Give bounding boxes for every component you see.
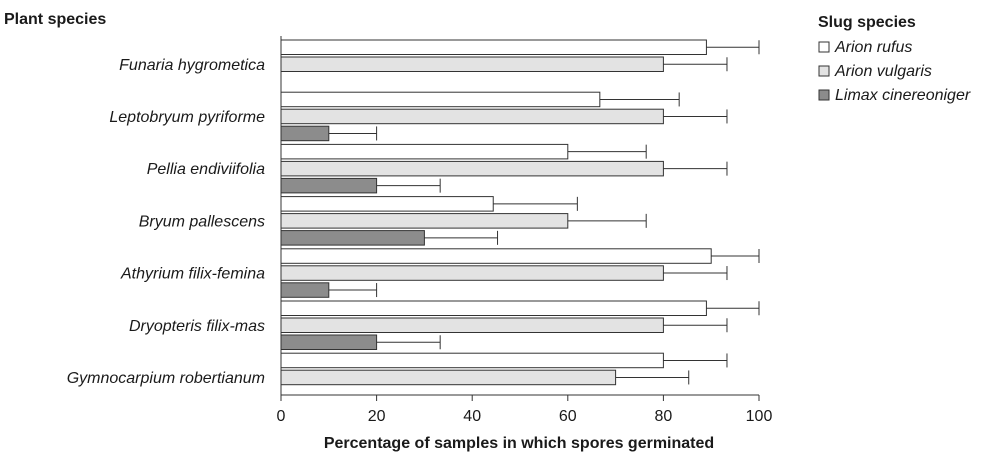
category-label-leptobryum-pyriforme: Leptobryum pyriforme (109, 109, 265, 126)
error-bar-arion-vulgaris-funaria-hygrometica (663, 57, 728, 72)
error-bar-limax-cinereoniger-leptobryum-pyriforme (328, 126, 378, 141)
bar-arion-vulgaris-gymnocarpium-robertianum (280, 369, 617, 386)
x-tick-label-20: 20 (368, 408, 386, 425)
error-bar-arion-vulgaris-dryopteris-filix-mas (663, 318, 728, 333)
legend-swatch-limax-cinereoniger (818, 89, 830, 101)
bar-arion-rufus-athyrium-filix-femina (280, 248, 712, 264)
error-bar-arion-rufus-dryopteris-filix-mas (706, 301, 760, 316)
bar-limax-cinereoniger-bryum-pallescens (280, 230, 425, 246)
error-bars-layer (328, 40, 760, 385)
error-bar-arion-rufus-funaria-hygrometica (706, 40, 760, 55)
bar-limax-cinereoniger-pellia-endiviifolia (280, 177, 378, 194)
bar-arion-rufus-pellia-endiviifolia (280, 143, 569, 160)
bar-arion-vulgaris-pellia-endiviifolia (280, 160, 664, 177)
bar-arion-vulgaris-dryopteris-filix-mas (280, 317, 664, 333)
error-bar-arion-vulgaris-bryum-pallescens (567, 213, 647, 228)
axes-layer (280, 36, 760, 401)
category-label-funaria-hygrometica: Funaria hygrometica (119, 57, 265, 74)
error-bar-arion-vulgaris-athyrium-filix-femina (663, 266, 728, 281)
category-label-dryopteris-filix-mas: Dryopteris filix-mas (129, 318, 265, 335)
x-tick-label-0: 0 (277, 408, 286, 425)
legend-label-limax-cinereoniger: Limax cinereoniger (835, 87, 971, 104)
error-bar-arion-rufus-bryum-pallescens (493, 196, 578, 211)
legend-swatch-arion-rufus (818, 41, 830, 53)
error-bar-limax-cinereoniger-pellia-endiviifolia (376, 178, 441, 193)
error-bar-arion-vulgaris-pellia-endiviifolia (663, 161, 728, 176)
y-axis-title: Plant species (4, 11, 106, 28)
error-bar-arion-rufus-pellia-endiviifolia (567, 144, 647, 159)
error-bar-arion-vulgaris-leptobryum-pyriforme (663, 109, 728, 124)
bar-arion-vulgaris-bryum-pallescens (280, 213, 569, 229)
error-bar-limax-cinereoniger-bryum-pallescens (424, 230, 499, 245)
error-bar-arion-rufus-athyrium-filix-femina (711, 249, 760, 264)
error-bar-arion-rufus-leptobryum-pyriforme (599, 92, 680, 107)
error-bar-arion-rufus-gymnocarpium-robertianum (663, 353, 728, 368)
x-tick-labels: 0 20 40 60 80 100 (277, 408, 773, 425)
category-label-pellia-endiviifolia: Pellia endiviifolia (147, 161, 265, 178)
bars-layer (280, 39, 712, 386)
bar-arion-vulgaris-athyrium-filix-femina (280, 265, 664, 281)
legend-label-arion-vulgaris: Arion vulgaris (834, 63, 932, 80)
legend-label-arion-rufus: Arion rufus (834, 39, 912, 56)
bar-limax-cinereoniger-leptobryum-pyriforme (280, 125, 330, 142)
legend-swatch-arion-vulgaris (818, 65, 830, 77)
error-bar-arion-vulgaris-gymnocarpium-robertianum (615, 370, 690, 385)
category-label-bryum-pallescens: Bryum pallescens (139, 213, 265, 230)
bar-arion-rufus-gymnocarpium-robertianum (280, 352, 664, 369)
bar-arion-vulgaris-leptobryum-pyriforme (280, 108, 664, 125)
x-axis-title: Percentage of samples in which spores ge… (324, 435, 714, 452)
bar-arion-rufus-bryum-pallescens (280, 196, 494, 212)
category-labels: Funaria hygrometica Leptobryum pyriforme P… (67, 57, 265, 387)
bar-limax-cinereoniger-athyrium-filix-femina (280, 282, 330, 298)
x-tick-label-80: 80 (655, 408, 673, 425)
x-tick-label-60: 60 (559, 408, 577, 425)
bar-limax-cinereoniger-dryopteris-filix-mas (280, 334, 378, 350)
error-bar-limax-cinereoniger-dryopteris-filix-mas (376, 335, 441, 350)
legend-title: Slug species (818, 14, 916, 31)
x-tick-label-40: 40 (463, 408, 481, 425)
bar-arion-rufus-funaria-hygrometica (280, 39, 707, 55)
category-label-athyrium-filix-femina: Athyrium filix-femina (120, 266, 265, 283)
bar-arion-vulgaris-funaria-hygrometica (280, 56, 664, 72)
bar-arion-rufus-leptobryum-pyriforme (280, 91, 601, 108)
legend: Slug species Arion rufus Arion vulgaris Li… (818, 14, 971, 104)
category-label-gymnocarpium-robertianum: Gymnocarpium robertianum (67, 370, 265, 387)
error-bar-limax-cinereoniger-athyrium-filix-femina (328, 283, 378, 298)
x-tick-label-100: 100 (746, 408, 773, 425)
bar-arion-rufus-dryopteris-filix-mas (280, 300, 707, 316)
